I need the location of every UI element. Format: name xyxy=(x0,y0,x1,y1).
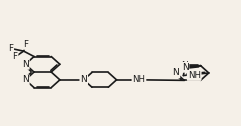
Text: F: F xyxy=(23,40,28,49)
Text: F: F xyxy=(13,52,18,61)
Text: N: N xyxy=(173,68,179,77)
Text: N: N xyxy=(80,75,87,84)
Text: N: N xyxy=(22,75,29,84)
Text: NH: NH xyxy=(188,71,201,80)
Text: N: N xyxy=(182,63,188,72)
Text: N: N xyxy=(22,60,29,69)
Text: F: F xyxy=(8,44,13,53)
Text: NH: NH xyxy=(133,75,146,84)
Text: N: N xyxy=(181,61,187,70)
